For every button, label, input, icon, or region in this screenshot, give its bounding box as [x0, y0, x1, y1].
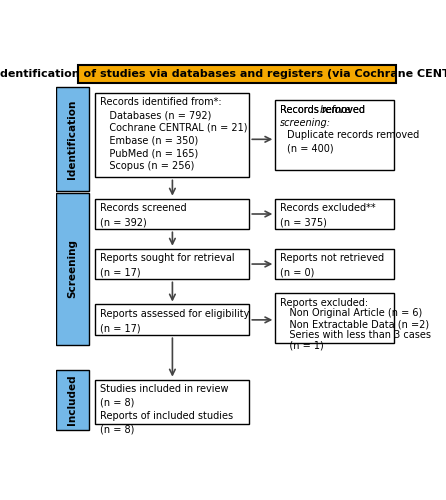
Text: Series with less than 3 cases: Series with less than 3 cases	[280, 330, 431, 340]
Text: Records screened
(n = 392): Records screened (n = 392)	[100, 203, 186, 227]
FancyBboxPatch shape	[95, 248, 249, 280]
Text: Records identified from*:: Records identified from*:	[100, 98, 222, 108]
Text: Records removed: Records removed	[280, 105, 368, 115]
Text: (n = 1): (n = 1)	[280, 340, 323, 350]
FancyBboxPatch shape	[95, 198, 249, 230]
FancyBboxPatch shape	[56, 370, 89, 430]
Text: Scopus (n = 256): Scopus (n = 256)	[100, 161, 194, 171]
Text: Included: Included	[67, 374, 77, 425]
Text: Screening: Screening	[67, 240, 77, 298]
Text: Records excluded**
(n = 375): Records excluded** (n = 375)	[280, 203, 376, 227]
FancyBboxPatch shape	[95, 380, 249, 424]
FancyBboxPatch shape	[275, 100, 395, 170]
Text: before: before	[319, 105, 351, 115]
Text: Reports not retrieved
(n = 0): Reports not retrieved (n = 0)	[280, 254, 384, 278]
Text: Cochrane CENTRAL (n = 21): Cochrane CENTRAL (n = 21)	[100, 123, 248, 133]
Text: Non Extractable Data (n =2): Non Extractable Data (n =2)	[280, 319, 429, 329]
Text: Reports assessed for eligibility
(n = 17): Reports assessed for eligibility (n = 17…	[100, 309, 249, 333]
Text: PubMed (n = 165): PubMed (n = 165)	[100, 148, 198, 158]
FancyBboxPatch shape	[56, 193, 89, 345]
FancyBboxPatch shape	[95, 92, 249, 178]
Text: Records removed: Records removed	[280, 105, 368, 115]
Text: Duplicate records removed: Duplicate records removed	[287, 130, 419, 140]
FancyBboxPatch shape	[78, 64, 396, 83]
Text: screening:: screening:	[280, 118, 331, 128]
Text: Embase (n = 350): Embase (n = 350)	[100, 136, 198, 145]
FancyBboxPatch shape	[275, 248, 395, 280]
FancyBboxPatch shape	[56, 87, 89, 191]
Text: (n = 400): (n = 400)	[287, 143, 333, 153]
Text: Databases (n = 792): Databases (n = 792)	[100, 110, 211, 120]
FancyBboxPatch shape	[275, 198, 395, 230]
Text: Records removed              before: Records removed before	[280, 105, 440, 115]
Text: Reports sought for retrieval
(n = 17): Reports sought for retrieval (n = 17)	[100, 254, 235, 278]
Text: Reports excluded:: Reports excluded:	[280, 298, 368, 308]
Text: Non Original Article (n = 6): Non Original Article (n = 6)	[280, 308, 422, 318]
FancyBboxPatch shape	[275, 293, 395, 343]
FancyBboxPatch shape	[95, 304, 249, 336]
Text: Identification: Identification	[67, 99, 77, 178]
Text: Studies included in review
(n = 8)
Reports of included studies
(n = 8): Studies included in review (n = 8) Repor…	[100, 384, 233, 435]
Text: Identification of studies via databases and registers (via Cochrane CENTRAL): Identification of studies via databases …	[0, 69, 446, 79]
